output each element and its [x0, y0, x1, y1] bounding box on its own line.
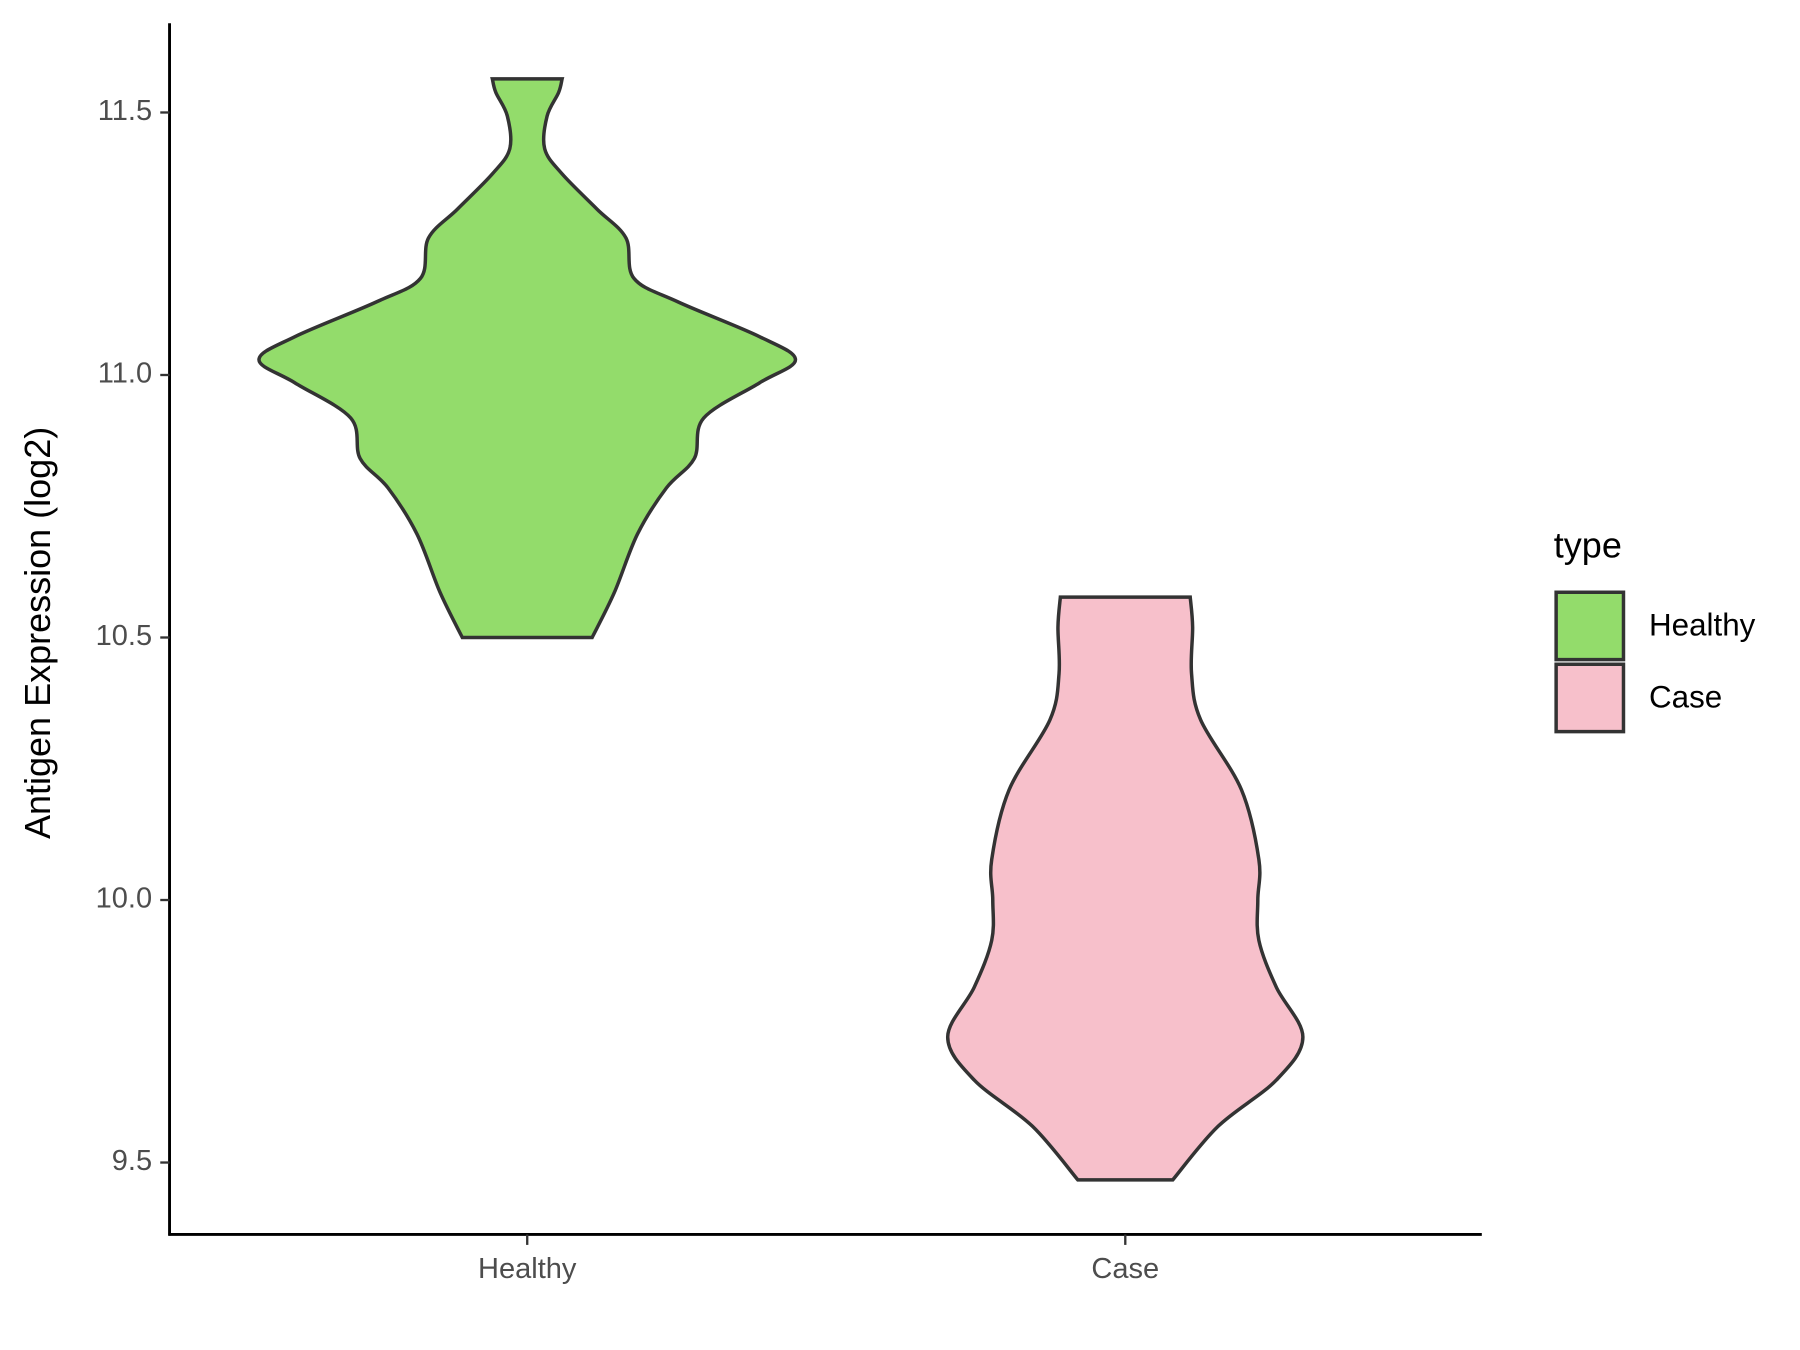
legend-title: type: [1554, 525, 1622, 566]
y-axis-title: Antigen Expression (log2): [17, 427, 58, 839]
x-tick-label: Healthy: [478, 1253, 577, 1285]
legend-label: Healthy: [1649, 607, 1756, 642]
y-tick-label: 11.5: [98, 95, 152, 127]
violin: [257, 77, 798, 640]
x-tick-label: Case: [1091, 1253, 1159, 1285]
legend-key: [1554, 590, 1626, 662]
legend-key: [1554, 662, 1626, 734]
y-tick-label: 10.0: [96, 883, 152, 915]
violin: [945, 595, 1305, 1182]
legend-label: Case: [1649, 679, 1722, 714]
y-tick-label: 10.5: [96, 620, 152, 652]
y-tick-label: 9.5: [112, 1145, 152, 1177]
y-tick-label: 11.0: [98, 358, 152, 390]
